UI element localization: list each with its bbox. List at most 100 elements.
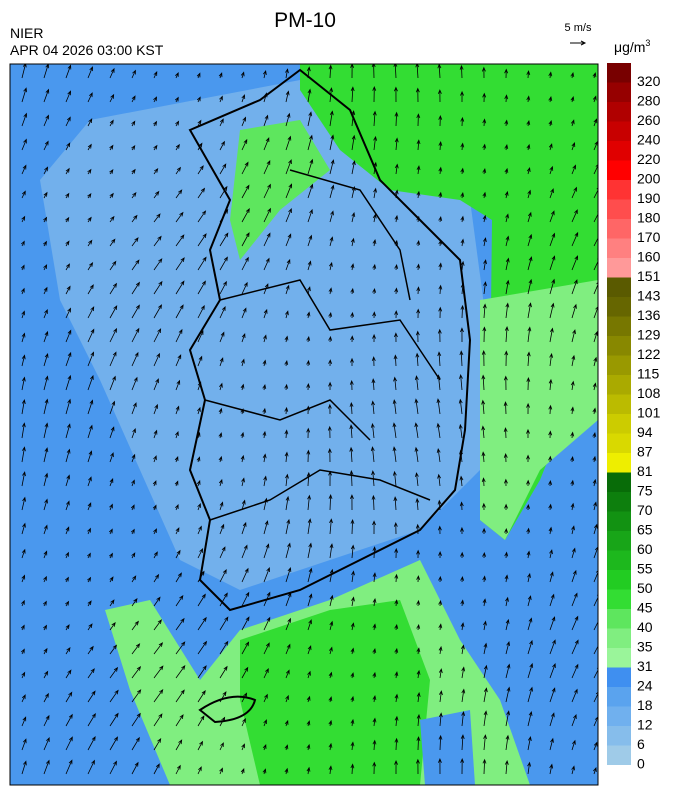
wind-arrow (458, 398, 463, 415)
wind-arrow (21, 648, 25, 655)
wind-arrow (416, 286, 421, 295)
legend-tick-label: 55 (637, 561, 653, 577)
wind-arrow (415, 497, 420, 511)
wind-arrow (416, 165, 421, 175)
wind-arrow (43, 692, 49, 703)
legend-tick-label: 75 (637, 483, 653, 499)
wind-arrow (306, 449, 311, 463)
wind-arrow (43, 714, 50, 727)
wind-arrow (153, 167, 159, 175)
wind-arrow (174, 456, 179, 463)
wind-arrow (241, 333, 246, 343)
wind-arrow (549, 278, 556, 295)
wind-arrow (153, 403, 158, 415)
wind-arrow (285, 135, 292, 151)
wind-arrow (459, 449, 463, 463)
wind-arrow (527, 595, 532, 607)
wind-arrow (392, 470, 397, 487)
unit-base: μg/m (614, 39, 645, 55)
color-swatch (607, 726, 631, 746)
wind-arrow (437, 473, 442, 487)
wind-arrow (482, 237, 487, 247)
wind-arrow (329, 110, 334, 127)
wind-arrow (526, 351, 531, 367)
wind-arrow (394, 547, 399, 559)
wind-arrow (460, 142, 465, 151)
wind-arrow (197, 548, 204, 559)
wind-arrow (241, 358, 245, 367)
color-swatch (607, 121, 631, 141)
wind-arrow (306, 66, 311, 79)
wind-arrow (153, 619, 162, 631)
wind-arrow (131, 712, 141, 727)
wind-arrow (263, 543, 270, 559)
wind-arrow (131, 259, 140, 271)
wind-arrow (460, 327, 464, 343)
wind-arrow (592, 432, 597, 439)
wind-arrow (505, 734, 510, 751)
wind-arrow (328, 470, 332, 487)
wind-arrow (328, 742, 333, 751)
legend-tick-label: 40 (637, 619, 653, 635)
wind-arrow (262, 384, 267, 391)
wind-arrow (197, 165, 204, 175)
wind-arrow (371, 378, 376, 391)
wind-arrow (197, 740, 204, 751)
wind-arrow (241, 567, 249, 583)
wind-arrow (414, 375, 419, 391)
wind-arrow (373, 161, 378, 175)
wind-arrow (394, 332, 398, 343)
wind-arrow (153, 144, 158, 151)
wind-arrow (219, 305, 226, 319)
wind-arrow (459, 475, 464, 487)
wind-arrow (593, 501, 597, 511)
wind-arrow (306, 311, 311, 319)
wind-arrow (482, 598, 487, 607)
wind-arrow (372, 671, 377, 679)
wind-arrow (43, 575, 47, 583)
legend-tick-label: 87 (637, 444, 653, 460)
wind-arrow (175, 166, 182, 175)
wind-arrow (131, 643, 141, 655)
wind-arrow (593, 164, 598, 175)
wind-arrow (196, 456, 201, 463)
wind-arrow (263, 616, 271, 631)
wind-arrow (328, 765, 333, 775)
light-green-east (480, 280, 598, 540)
wind-arrow (219, 501, 224, 511)
wind-arrow (504, 551, 509, 559)
wind-arrow (328, 696, 333, 703)
legend-tick-label: 260 (637, 112, 661, 128)
wind-arrow (65, 423, 71, 439)
wind-arrow (219, 691, 227, 703)
wind-arrow (87, 450, 93, 463)
wind-arrow (43, 670, 49, 679)
wind-arrow (350, 718, 355, 727)
wind-arrow (131, 575, 137, 583)
wind-arrow (306, 743, 311, 751)
wind-arrow (329, 568, 334, 583)
wind-arrow (263, 308, 268, 319)
wind-arrow (571, 765, 575, 775)
wind-arrow (527, 326, 532, 343)
wind-arrow (416, 549, 420, 559)
wind-arrow (153, 551, 158, 559)
wind-arrow (327, 403, 332, 415)
wind-arrow (131, 327, 140, 343)
wind-arrow (350, 695, 355, 703)
wind-arrow (460, 644, 465, 655)
wind-arrow (482, 527, 486, 535)
wind-arrow (548, 526, 553, 535)
wind-arrow (458, 423, 463, 439)
wind-arrow (131, 761, 139, 775)
wind-arrow (241, 184, 250, 199)
wind-arrow (219, 742, 224, 751)
wind-arrow (571, 569, 577, 583)
wind-arrow (571, 231, 579, 247)
green-region-south (240, 600, 430, 785)
color-swatch (607, 453, 631, 473)
wind-arrow (437, 328, 442, 343)
wind-arrow (571, 639, 579, 655)
wind-arrow (153, 96, 158, 103)
wind-arrow (307, 670, 311, 679)
